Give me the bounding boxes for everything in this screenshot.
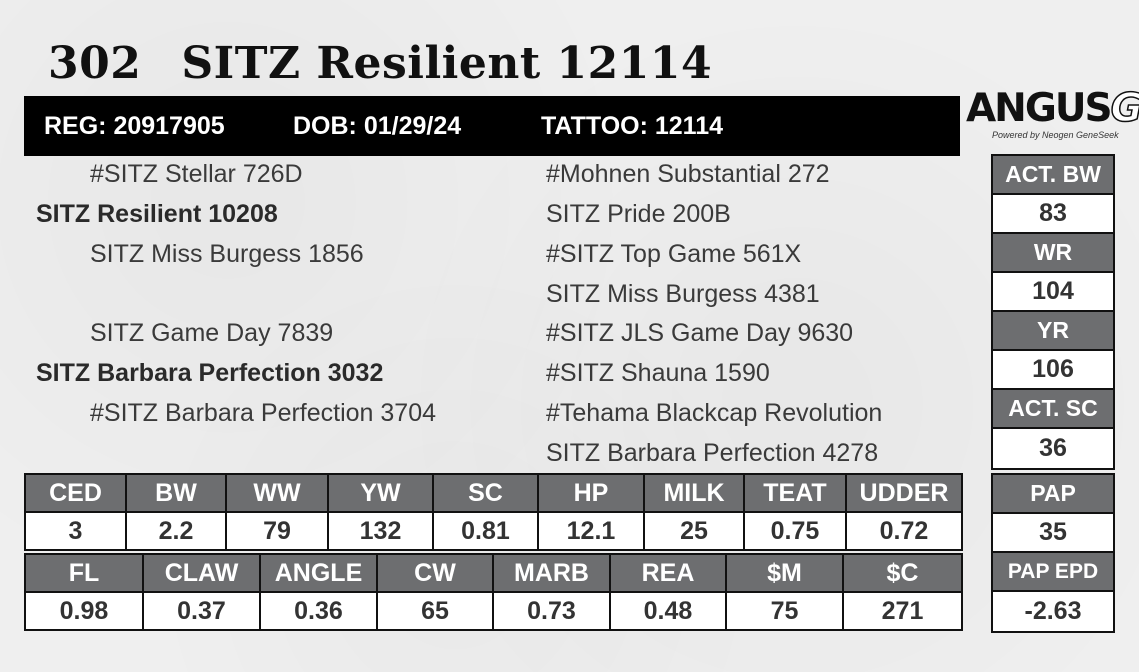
epd-header-milk: MILK bbox=[643, 473, 745, 513]
registration-bar: REG: 20917905 DOB: 01/29/24 TATTOO: 1211… bbox=[24, 96, 960, 156]
performance-box: ACT. BW 83 WR 104 YR 106 ACT. SC 36 bbox=[991, 154, 1115, 470]
epd-header-c-index: $C bbox=[842, 553, 963, 593]
epd-value-claw: 0.37 bbox=[142, 591, 261, 631]
date-of-birth: DOB: 01/29/24 bbox=[293, 111, 462, 140]
epd-header-bw: BW bbox=[125, 473, 227, 513]
epd-header-hp: HP bbox=[537, 473, 645, 513]
registration-number: REG: 20917905 bbox=[44, 111, 225, 140]
epd-header-fl: FL bbox=[24, 553, 144, 593]
epd-value-m-index: 75 bbox=[725, 591, 844, 631]
epd-value-yw: 132 bbox=[327, 511, 434, 551]
wr-value: 104 bbox=[993, 273, 1113, 312]
epd-value-ww: 79 bbox=[225, 511, 329, 551]
act-sc-value: 36 bbox=[993, 429, 1113, 468]
pedigree-dd-dam: SITZ Barbara Perfection 4278 bbox=[546, 439, 879, 467]
epd-value-marb: 0.73 bbox=[492, 591, 611, 631]
epd-value-angle: 0.36 bbox=[259, 591, 378, 631]
pedigree-sd-sire: #SITZ Top Game 561X bbox=[546, 240, 802, 268]
epd-table-2: FL CLAW ANGLE CW MARB REA $M $C 0.98 0.3… bbox=[24, 553, 963, 631]
epd-value-row: 0.98 0.37 0.36 65 0.73 0.48 75 271 bbox=[24, 591, 963, 631]
epd-header-cw: CW bbox=[376, 553, 494, 593]
epd-header-marb: MARB bbox=[492, 553, 611, 593]
epd-header-rea: REA bbox=[609, 553, 727, 593]
epd-value-row: 3 2.2 79 132 0.81 12.1 25 0.75 0.72 bbox=[24, 511, 963, 551]
pedigree-sire: SITZ Resilient 10208 bbox=[36, 200, 278, 228]
pap-box: PAP 35 PAP EPD -2.63 bbox=[991, 473, 1115, 633]
lot-number: 302 bbox=[48, 38, 142, 89]
epd-header-teat: TEAT bbox=[743, 473, 847, 513]
pap-epd-label: PAP EPD bbox=[993, 553, 1113, 592]
epd-header-ww: WW bbox=[225, 473, 329, 513]
wr-label: WR bbox=[993, 234, 1113, 273]
lot-title: 302 SITZ Resilient 12114 bbox=[48, 38, 712, 89]
act-sc-label: ACT. SC bbox=[993, 390, 1113, 429]
pedigree-dd-sire: #Tehama Blackcap Revolution bbox=[546, 399, 883, 427]
logo-suffix-text: GS bbox=[1110, 85, 1139, 132]
pap-label: PAP bbox=[993, 475, 1113, 514]
epd-header-m-index: $M bbox=[725, 553, 844, 593]
pedigree-ss-dam: SITZ Pride 200B bbox=[546, 200, 731, 228]
pedigree-ds-sire: #SITZ JLS Game Day 9630 bbox=[546, 319, 854, 347]
epd-value-fl: 0.98 bbox=[24, 591, 144, 631]
epd-value-cw: 65 bbox=[376, 591, 494, 631]
epd-value-rea: 0.48 bbox=[609, 591, 727, 631]
epd-header-angle: ANGLE bbox=[259, 553, 378, 593]
yr-label: YR bbox=[993, 312, 1113, 351]
act-bw-label: ACT. BW bbox=[993, 156, 1113, 195]
pap-value: 35 bbox=[993, 514, 1113, 553]
epd-header-sc: SC bbox=[432, 473, 539, 513]
logo-subtitle: Powered by Neogen GeneSeek bbox=[992, 130, 1119, 140]
pedigree-ss-sire: #Mohnen Substantial 272 bbox=[546, 160, 830, 188]
epd-value-teat: 0.75 bbox=[743, 511, 847, 551]
act-bw-value: 83 bbox=[993, 195, 1113, 234]
epd-value-milk: 25 bbox=[643, 511, 745, 551]
pedigree-sire-dam: SITZ Miss Burgess 1856 bbox=[90, 240, 364, 268]
pap-epd-value: -2.63 bbox=[993, 592, 1113, 631]
epd-header-claw: CLAW bbox=[142, 553, 261, 593]
logo-main-text: ANGUS bbox=[966, 86, 1113, 131]
epd-header-yw: YW bbox=[327, 473, 434, 513]
pedigree-sd-dam: SITZ Miss Burgess 4381 bbox=[546, 280, 820, 308]
epd-value-udder: 0.72 bbox=[845, 511, 963, 551]
epd-value-sc: 0.81 bbox=[432, 511, 539, 551]
epd-value-ced: 3 bbox=[24, 511, 127, 551]
epd-header-udder: UDDER bbox=[845, 473, 963, 513]
tattoo: TATTOO: 12114 bbox=[541, 111, 724, 140]
pedigree-dam-sire: SITZ Game Day 7839 bbox=[90, 319, 334, 347]
pedigree-sire-sire: #SITZ Stellar 726D bbox=[90, 160, 303, 188]
epd-value-bw: 2.2 bbox=[125, 511, 227, 551]
epd-header-row: FL CLAW ANGLE CW MARB REA $M $C bbox=[24, 553, 963, 593]
epd-header-ced: CED bbox=[24, 473, 127, 513]
animal-name: SITZ Resilient 12114 bbox=[181, 38, 713, 89]
pedigree-dam: SITZ Barbara Perfection 3032 bbox=[36, 359, 384, 387]
angus-gs-logo: ANGUSGS Powered by Neogen GeneSeek bbox=[966, 85, 1139, 148]
pedigree-ds-dam: #SITZ Shauna 1590 bbox=[546, 359, 770, 387]
pedigree-dam-dam: #SITZ Barbara Perfection 3704 bbox=[90, 399, 437, 427]
epd-table-1: CED BW WW YW SC HP MILK TEAT UDDER 3 2.2… bbox=[24, 473, 963, 551]
epd-value-c-index: 271 bbox=[842, 591, 963, 631]
epd-value-hp: 12.1 bbox=[537, 511, 645, 551]
yr-value: 106 bbox=[993, 351, 1113, 390]
epd-header-row: CED BW WW YW SC HP MILK TEAT UDDER bbox=[24, 473, 963, 513]
